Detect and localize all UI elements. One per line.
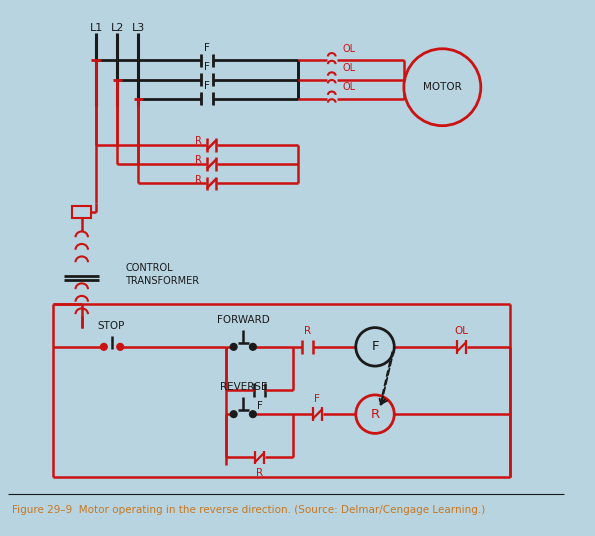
Circle shape [101,344,107,350]
Circle shape [117,344,124,350]
Circle shape [230,411,237,418]
Text: F: F [204,81,209,91]
Text: R: R [195,155,202,165]
Text: F: F [314,394,320,404]
Circle shape [230,344,237,350]
Circle shape [249,344,256,350]
Text: OL: OL [455,326,469,337]
Text: L1: L1 [89,23,103,33]
Text: F: F [204,62,209,72]
Text: FORWARD: FORWARD [217,315,270,325]
Text: F: F [256,400,262,411]
Text: MOTOR: MOTOR [423,82,462,92]
Text: OL: OL [343,44,356,54]
Circle shape [404,49,481,125]
Bar [72,206,92,218]
Text: TRANSFORMER: TRANSFORMER [125,276,199,286]
Circle shape [356,395,394,434]
Text: F: F [204,43,209,53]
Text: REVERSE: REVERSE [220,382,267,392]
Text: F: F [371,340,379,353]
Text: R: R [304,326,311,337]
Text: L3: L3 [132,23,145,33]
Text: STOP: STOP [97,321,124,331]
Text: L2: L2 [111,23,124,33]
Text: R: R [256,468,263,478]
Circle shape [249,411,256,418]
Text: Figure 29–9  Motor operating in the reverse direction. (Source: Delmar/Cengage L: Figure 29–9 Motor operating in the rever… [11,505,485,515]
Text: OL: OL [343,82,356,92]
Text: R: R [195,175,202,184]
Text: R: R [195,136,202,146]
Text: OL: OL [343,63,356,73]
Text: CONTROL: CONTROL [125,263,173,273]
Text: R: R [371,408,380,421]
Circle shape [356,327,394,366]
